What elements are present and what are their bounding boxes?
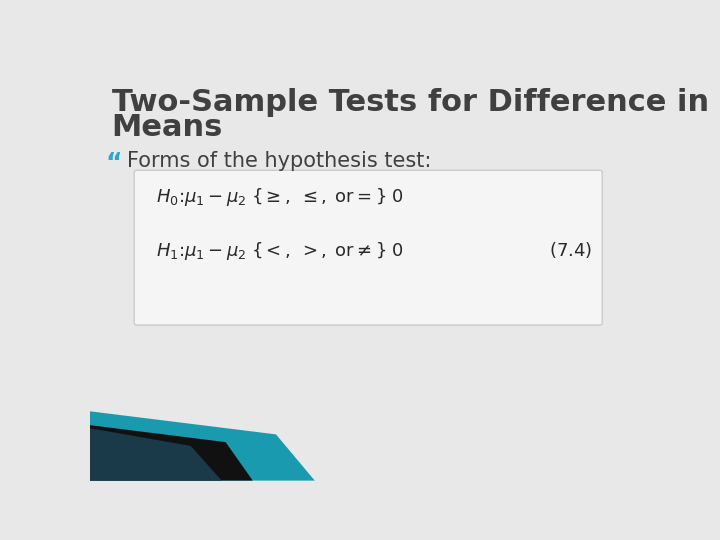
Text: Means: Means [112, 112, 223, 141]
Text: $(7.4)$: $(7.4)$ [549, 240, 593, 260]
Text: $H_1\colon \mu_1 - \mu_2 \;\{<,\; >,\; \mathrm{or} \neq\}\; 0$: $H_1\colon \mu_1 - \mu_2 \;\{<,\; >,\; \… [156, 240, 404, 261]
Polygon shape [90, 428, 222, 481]
Text: $H_0\colon \mu_1 - \mu_2 \;\{\geq,\; \leq,\; \mathrm{or} =\}\; 0$: $H_0\colon \mu_1 - \mu_2 \;\{\geq,\; \le… [156, 186, 404, 208]
Text: Forms of the hypothesis test:: Forms of the hypothesis test: [127, 151, 431, 171]
Polygon shape [90, 411, 315, 481]
FancyBboxPatch shape [134, 170, 602, 325]
Text: Two-Sample Tests for Difference in: Two-Sample Tests for Difference in [112, 88, 708, 117]
Text: “: “ [106, 151, 122, 175]
Polygon shape [90, 425, 253, 481]
